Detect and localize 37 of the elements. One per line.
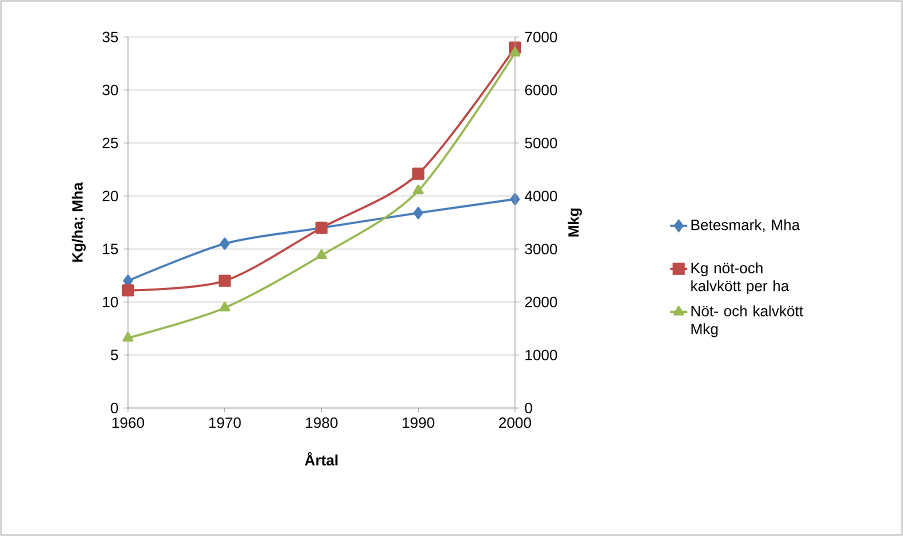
point: [510, 46, 520, 56]
y2-tick-label: 6000: [525, 84, 558, 96]
legend-label: Kg nöt-och kalvkött per ha: [691, 262, 790, 294]
point: [122, 332, 134, 342]
y2-tick-label: 4000: [524, 190, 558, 202]
y2-tick-label: 7000: [525, 32, 558, 42]
y-tick-label: 35: [102, 32, 118, 42]
y-tick-label: 25: [102, 138, 118, 148]
point: [412, 184, 424, 194]
legend-label: Betesmark, Mha: [692, 219, 800, 232]
y-tick-label: 15: [103, 244, 118, 254]
y-tick-label: 0: [110, 402, 118, 414]
y-axis-title: Kg/ha; Mha: [72, 182, 86, 262]
y-tick-label: 20: [102, 190, 118, 202]
y2-axis-title: Mkg: [568, 208, 582, 236]
x-tick-label: 1960: [112, 417, 144, 428]
y2-tick-label: 2000: [525, 296, 558, 308]
point: [122, 284, 134, 296]
y-tick-label: 30: [102, 84, 118, 96]
x-axis-title: Årtal: [304, 452, 338, 466]
point: [413, 206, 424, 220]
y2-tick-label: 0: [525, 402, 532, 414]
point: [412, 168, 424, 180]
y2-tick-label: 5000: [525, 138, 558, 148]
point: [316, 249, 327, 259]
y2-tick-label: 1000: [526, 350, 558, 360]
legend-label: Nöt- och kalvkött Mkg: [692, 305, 804, 338]
point: [219, 302, 230, 312]
point: [218, 274, 231, 287]
y-tick-label: 5: [110, 350, 118, 360]
x-tick-label: 1990: [402, 417, 434, 428]
x-tick-label: 2000: [499, 417, 532, 428]
y-tick-label: 10: [103, 296, 118, 308]
y2-tick-label: 3000: [524, 244, 558, 254]
x-tick-label: 1970: [209, 417, 241, 428]
point: [220, 238, 230, 250]
x-tick-label: 1980: [306, 417, 338, 428]
